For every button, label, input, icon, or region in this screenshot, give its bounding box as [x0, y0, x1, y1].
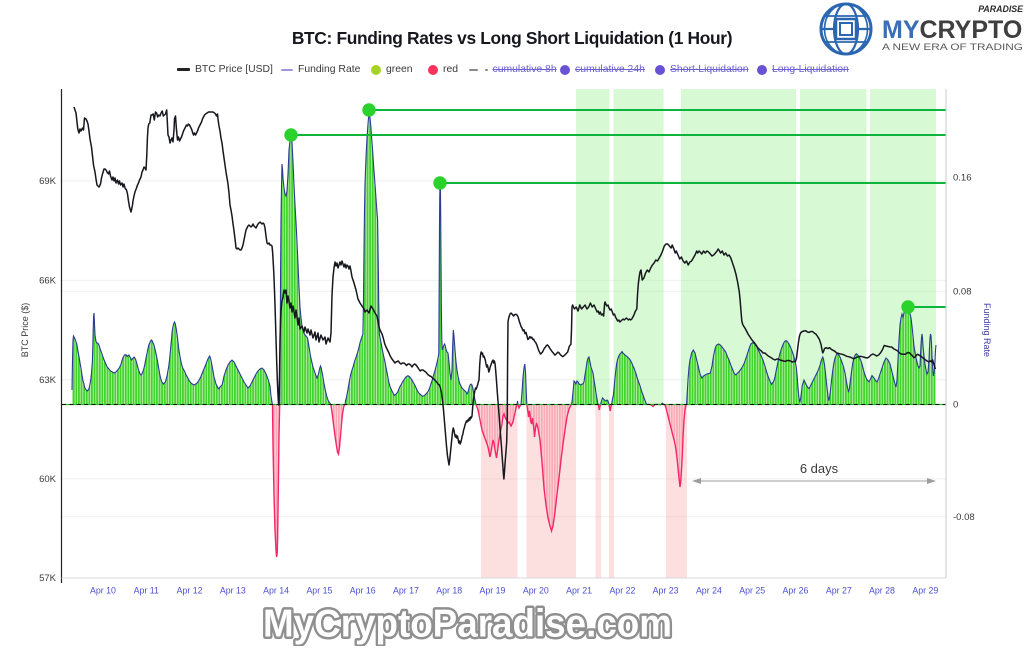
- svg-text:Apr 18: Apr 18: [436, 586, 462, 596]
- svg-text:Apr 19: Apr 19: [480, 586, 506, 596]
- svg-text:0.16: 0.16: [953, 173, 972, 184]
- svg-text:BTC Price ($): BTC Price ($): [20, 303, 30, 358]
- svg-text:57K: 57K: [39, 573, 57, 584]
- svg-text:63K: 63K: [39, 375, 57, 386]
- svg-text:-0.08: -0.08: [953, 512, 975, 523]
- svg-text:Apr 28: Apr 28: [869, 586, 895, 596]
- svg-text:Funding Rate: Funding Rate: [982, 303, 992, 357]
- svg-text:Apr 24: Apr 24: [696, 586, 722, 596]
- svg-text:Apr 10: Apr 10: [90, 586, 116, 596]
- svg-text:Apr 21: Apr 21: [566, 586, 592, 596]
- svg-text:Apr 20: Apr 20: [523, 586, 549, 596]
- svg-text:Apr 27: Apr 27: [826, 586, 852, 596]
- svg-text:66K: 66K: [39, 276, 57, 287]
- svg-text:6 days: 6 days: [800, 461, 839, 476]
- svg-text:Apr 29: Apr 29: [912, 586, 938, 596]
- svg-text:MyCryptoParadise.com: MyCryptoParadise.com: [263, 603, 672, 646]
- svg-text:Apr 23: Apr 23: [653, 586, 679, 596]
- svg-text:60K: 60K: [39, 474, 57, 485]
- svg-text:Apr 11: Apr 11: [134, 586, 159, 596]
- svg-text:0.08: 0.08: [953, 287, 972, 298]
- svg-text:Apr 14: Apr 14: [263, 586, 289, 596]
- svg-text:Apr 22: Apr 22: [609, 586, 635, 596]
- svg-text:A NEW ERA OF TRADING: A NEW ERA OF TRADING: [882, 42, 1023, 52]
- svg-text:Apr 15: Apr 15: [306, 586, 332, 596]
- svg-text:Apr 17: Apr 17: [393, 586, 419, 596]
- svg-text:Apr 25: Apr 25: [739, 586, 765, 596]
- svg-text:PARADISE: PARADISE: [978, 4, 1024, 14]
- svg-text:Apr 13: Apr 13: [220, 586, 246, 596]
- svg-text:MYCRYPTO: MYCRYPTO: [882, 16, 1022, 44]
- svg-text:0: 0: [953, 400, 958, 411]
- svg-text:Apr 16: Apr 16: [350, 586, 376, 596]
- svg-text:69K: 69K: [39, 176, 57, 187]
- svg-text:Apr 26: Apr 26: [783, 586, 809, 596]
- svg-text:Apr 12: Apr 12: [177, 586, 203, 596]
